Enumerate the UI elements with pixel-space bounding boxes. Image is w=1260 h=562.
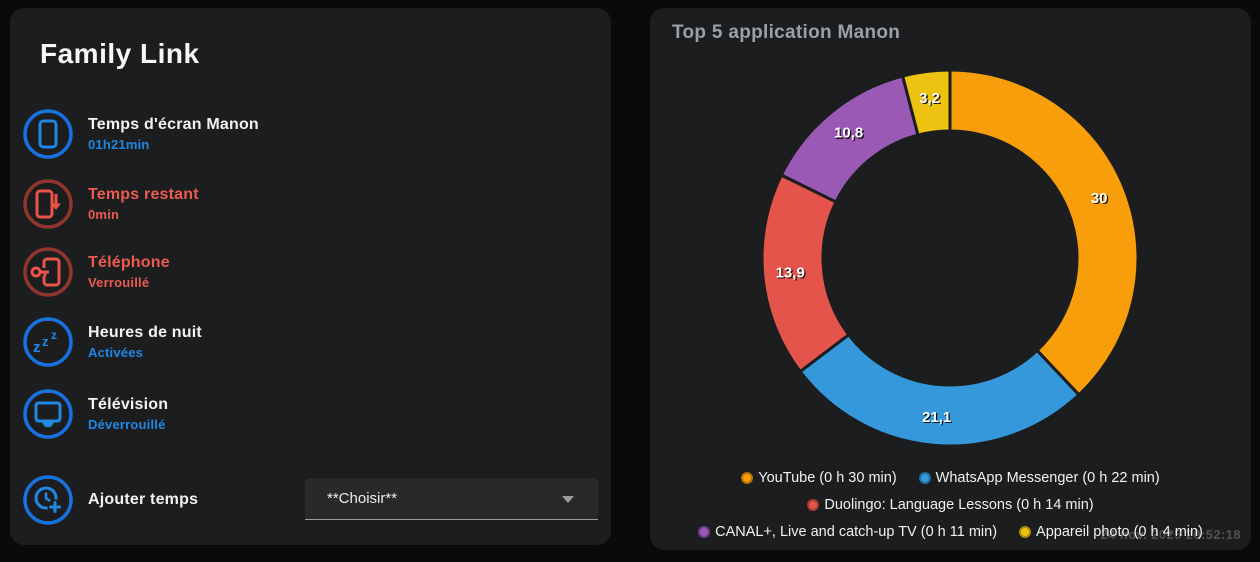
svg-text:z: z (33, 339, 41, 356)
legend-row: Duolingo: Language Lessons (0 h 14 min) (650, 491, 1251, 518)
chevron-down-icon (562, 496, 574, 503)
row-label: Temps d'écran Manon (88, 116, 259, 133)
family-link-card: Family Link Temps d'écran Manon 01h21min… (10, 8, 611, 545)
row-label: Heures de nuit (88, 324, 202, 341)
legend-marker (918, 471, 931, 484)
legend-item[interactable]: Appareil photo (0 h 4 min) (1019, 524, 1203, 540)
row-television[interactable]: Télévision Déverrouillé (22, 388, 168, 440)
row-screen-time[interactable]: Temps d'écran Manon 01h21min (22, 108, 259, 160)
svg-text:z: z (51, 328, 57, 342)
last-updated-timestamp: 24 nov. 2025 20:52:18 (1100, 527, 1241, 542)
legend-row: CANAL+, Live and catch-up TV (0 h 11 min… (650, 518, 1251, 545)
row-value: Déverrouillé (88, 417, 166, 432)
cellphone-icon (23, 109, 73, 159)
cellphone-key-icon (23, 247, 73, 297)
row-value: 01h21min (88, 137, 150, 152)
slice-value-label: 3,2 (920, 91, 941, 108)
slice-value-label: 21,1 (922, 409, 951, 426)
slice-value-label: 13,9 (776, 264, 805, 281)
row-value: Verrouillé (88, 275, 150, 290)
slice-value-label: 13,9 (777, 266, 806, 283)
legend-item[interactable]: Duolingo: Language Lessons (0 h 14 min) (807, 496, 1094, 513)
row-value: Activées (88, 345, 144, 360)
chart-title: Top 5 application Manon (672, 22, 901, 43)
card-title: Family Link (40, 38, 200, 69)
cellphone-arrow-down-icon (23, 179, 73, 229)
row-label: Télévision (88, 396, 169, 413)
legend-item[interactable]: CANAL+, Live and catch-up TV (0 h 11 min… (698, 524, 997, 540)
row-label: Temps restant (88, 186, 199, 203)
legend-label: CANAL+, Live and catch-up TV (0 h 11 min… (715, 523, 998, 540)
legend-marker (807, 498, 820, 511)
television-icon (23, 389, 73, 439)
row-add-time[interactable]: Ajouter temps (22, 474, 198, 526)
slice-value-label: 3,2 (919, 90, 940, 107)
donut-slice[interactable] (948, 68, 1140, 397)
legend-marker (698, 525, 711, 538)
row-phone-lock[interactable]: Téléphone Verrouillé (22, 246, 170, 298)
add-time-select[interactable]: **Choisir** (305, 478, 598, 520)
clock-plus-icon (23, 475, 73, 525)
row-value: 0min (88, 207, 120, 222)
slice-value-label: 30 (1092, 191, 1109, 208)
legend-row: YouTube (0 h 30 min) WhatsApp Messenger (… (650, 464, 1251, 491)
slice-value-label: 30 (1091, 190, 1108, 207)
legend-label: YouTube (0 h 30 min) (758, 469, 897, 486)
legend-label: Duolingo: Language Lessons (0 h 14 min) (824, 496, 1094, 513)
legend-label: Appareil photo (0 h 4 min) (1036, 523, 1203, 540)
donut-slice[interactable] (901, 68, 952, 137)
legend-item[interactable]: WhatsApp Messenger (0 h 22 min) (918, 469, 1160, 486)
sleep-icon: z z z (23, 317, 73, 367)
slice-value-label: 10,8 (834, 125, 863, 142)
slice-value-label: 21,1 (923, 410, 952, 427)
svg-text:z: z (42, 334, 49, 349)
slice-value-label: 10,8 (835, 126, 864, 143)
legend-marker (1019, 525, 1032, 538)
row-night-hours[interactable]: z z z Heures de nuit Activées (22, 316, 202, 368)
legend-label: WhatsApp Messenger (0 h 22 min) (935, 469, 1160, 486)
chart-legend: YouTube (0 h 30 min) WhatsApp Messenger (… (650, 464, 1251, 545)
row-time-remaining[interactable]: Temps restant 0min (22, 178, 199, 230)
top-apps-card: Top 5 application Manon 30 30 21,1 21,1 13,9… (650, 8, 1251, 550)
select-value: **Choisir** (327, 490, 398, 507)
legend-marker (741, 471, 754, 484)
row-label: Téléphone (88, 254, 170, 271)
row-label: Ajouter temps (88, 491, 199, 508)
donut-slice[interactable] (798, 333, 1081, 448)
legend-item[interactable]: YouTube (0 h 30 min) (741, 469, 897, 486)
